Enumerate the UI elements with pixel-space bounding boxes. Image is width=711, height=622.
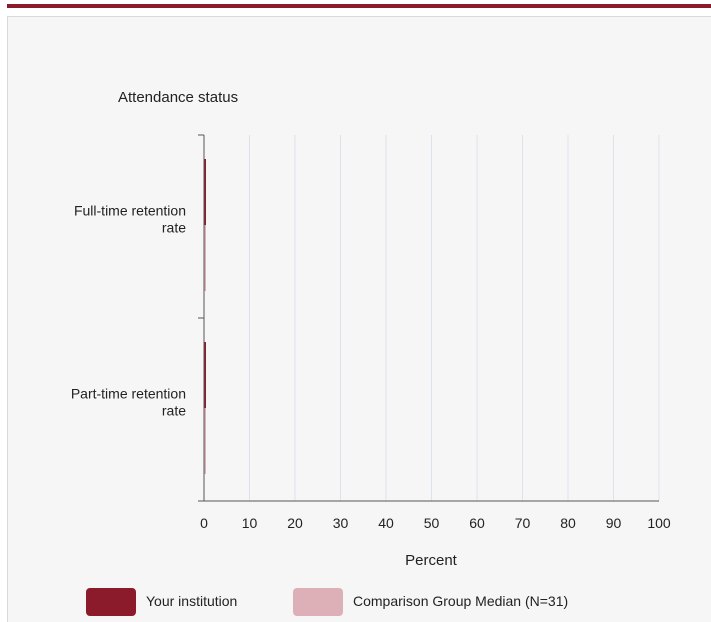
chart-title: Attendance status (118, 89, 238, 106)
x-axis-label: Percent (405, 552, 458, 569)
bar-comparison-median[interactable] (204, 225, 206, 291)
x-tick-label: 40 (378, 515, 394, 531)
bar-your-institution[interactable] (204, 159, 206, 225)
top-accent-bar (7, 4, 711, 8)
x-tick-label: 80 (560, 515, 576, 531)
y-category-label: Full-time retention rate (74, 203, 186, 236)
x-tick-label: 100 (647, 515, 671, 531)
y-category-ticks (198, 134, 204, 502)
legend-swatch (86, 588, 136, 616)
legend-item-comparison-group-median[interactable]: Comparison Group Median (N=31) (293, 588, 568, 616)
x-tick-label: 30 (333, 515, 349, 531)
x-tick-label: 60 (469, 515, 485, 531)
legend: Your institution Comparison Group Median… (86, 588, 568, 616)
legend-item-your-institution[interactable]: Your institution (86, 588, 237, 616)
x-tick-label: 0 (200, 515, 208, 531)
x-tick-label: 20 (287, 515, 303, 531)
x-tick-label: 50 (424, 515, 440, 531)
y-category-labels: Full-time retention rate Part-time retenti… (71, 203, 186, 419)
bar-your-institution[interactable] (204, 342, 206, 408)
legend-label: Comparison Group Median (N=31) (353, 593, 568, 609)
x-tick-labels: 0 10 20 30 40 50 60 70 80 90 100 (200, 515, 671, 531)
legend-swatch (293, 588, 343, 616)
gridlines (249, 135, 660, 501)
bar-comparison-median[interactable] (204, 408, 206, 474)
x-tick-label: 90 (606, 515, 622, 531)
x-tick-label: 10 (242, 515, 258, 531)
x-tick-label: 70 (515, 515, 531, 531)
bars (204, 159, 206, 474)
y-category-label: Part-time retention rate (71, 386, 186, 419)
legend-label: Your institution (146, 593, 237, 609)
